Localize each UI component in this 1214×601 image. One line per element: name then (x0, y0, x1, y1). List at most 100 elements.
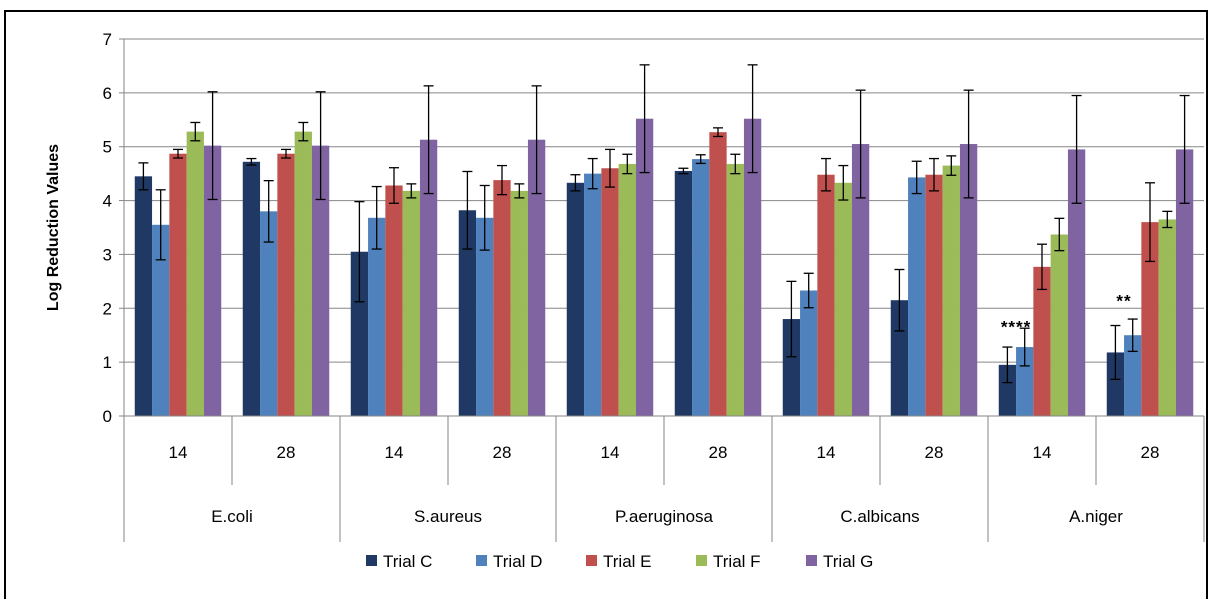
error-bar (1179, 94, 1190, 204)
bar (942, 165, 960, 416)
error-bar (1127, 318, 1138, 353)
x-group-label: E.coli (211, 507, 253, 526)
bar (800, 290, 818, 416)
error-bar (315, 91, 326, 201)
bar (419, 139, 438, 416)
bar (385, 185, 403, 416)
error-bar (622, 153, 633, 175)
bar (1033, 266, 1051, 416)
x-tick-label: 14 (169, 443, 188, 462)
bar (458, 210, 477, 416)
legend-swatch (806, 555, 817, 566)
error-bar (173, 148, 183, 159)
bar (908, 177, 926, 416)
legend-item: Trial E (586, 552, 652, 571)
error-bar (946, 155, 957, 176)
bar (782, 319, 801, 416)
error-bar (531, 85, 542, 195)
x-tick-label: 28 (1141, 443, 1160, 462)
error-bar (1162, 210, 1173, 229)
bar (350, 251, 369, 416)
bar (527, 139, 546, 416)
bar (709, 132, 727, 416)
error-bar (514, 183, 525, 199)
legend-item: Trial D (476, 552, 542, 571)
error-bar (803, 272, 814, 309)
error-bar (246, 157, 257, 166)
x-tick-label: 14 (817, 443, 836, 462)
legend: Trial C Trial D Trial E Trial F Trial G (366, 552, 873, 571)
error-bar (587, 157, 598, 190)
error-bar (963, 89, 974, 199)
error-bar (639, 64, 650, 174)
bar (134, 176, 153, 416)
error-bar (1071, 94, 1082, 204)
bar (1175, 149, 1194, 416)
x-group-label: S.aureus (414, 507, 482, 526)
error-bar (462, 170, 473, 250)
y-tick-label: 7 (103, 30, 112, 49)
error-bar (406, 183, 417, 199)
bar (890, 300, 909, 416)
error-bar (263, 179, 274, 243)
bar (311, 145, 330, 416)
bar (1016, 347, 1034, 416)
bar (692, 159, 710, 416)
error-bar (713, 127, 723, 138)
bar (294, 131, 312, 416)
error-bar (138, 162, 149, 191)
error-bar (190, 121, 201, 142)
bar (476, 217, 494, 416)
error-bar (1037, 243, 1047, 291)
bar (726, 163, 744, 416)
error-bar (371, 185, 382, 250)
error-bar (838, 164, 849, 201)
error-bar (929, 157, 939, 192)
bars (134, 118, 1194, 417)
legend-swatch (366, 555, 377, 566)
bar (566, 182, 585, 416)
bar (368, 217, 386, 416)
y-tick-label: 3 (103, 245, 112, 264)
bar (203, 145, 222, 416)
error-bar (1019, 327, 1030, 367)
error-bar (605, 148, 615, 188)
bar (674, 170, 693, 416)
error-bar (747, 64, 758, 174)
bar (834, 182, 852, 416)
error-bar (298, 121, 309, 142)
x-group-label: C.albicans (840, 507, 919, 526)
bar (959, 144, 978, 416)
legend-item: Trial G (806, 552, 873, 571)
legend-label: Trial G (823, 552, 873, 571)
bar (743, 118, 762, 417)
x-tick-label: 28 (493, 443, 512, 462)
y-tick-label: 5 (103, 138, 112, 157)
error-bar (730, 153, 741, 175)
y-tick-label: 4 (103, 192, 112, 211)
x-tick-label: 14 (601, 443, 620, 462)
legend-swatch (696, 555, 707, 566)
error-bar (911, 160, 922, 195)
x-tick-label: 28 (925, 443, 944, 462)
bar (152, 224, 170, 416)
y-tick-label: 1 (103, 353, 112, 372)
bar (242, 161, 261, 416)
bar (1158, 219, 1176, 416)
error-bar (1002, 346, 1013, 384)
x-tick-label: 28 (277, 443, 296, 462)
error-bar (894, 268, 905, 332)
bar (618, 163, 636, 416)
error-bar (207, 91, 218, 201)
error-bar (155, 189, 166, 261)
bar (925, 174, 943, 416)
y-tick-label: 2 (103, 299, 112, 318)
error-bar (695, 154, 706, 165)
bar (998, 364, 1017, 416)
bar (186, 131, 204, 416)
legend-label: Trial F (713, 552, 761, 571)
error-bars (138, 64, 1190, 384)
bar (635, 118, 654, 417)
chart-frame: 0 1 2 3 4 5 6 7 14 28 14 28 14 28 14 28 14 28 E.coli S.aure… (4, 10, 1208, 599)
x-tick-label: 28 (709, 443, 728, 462)
